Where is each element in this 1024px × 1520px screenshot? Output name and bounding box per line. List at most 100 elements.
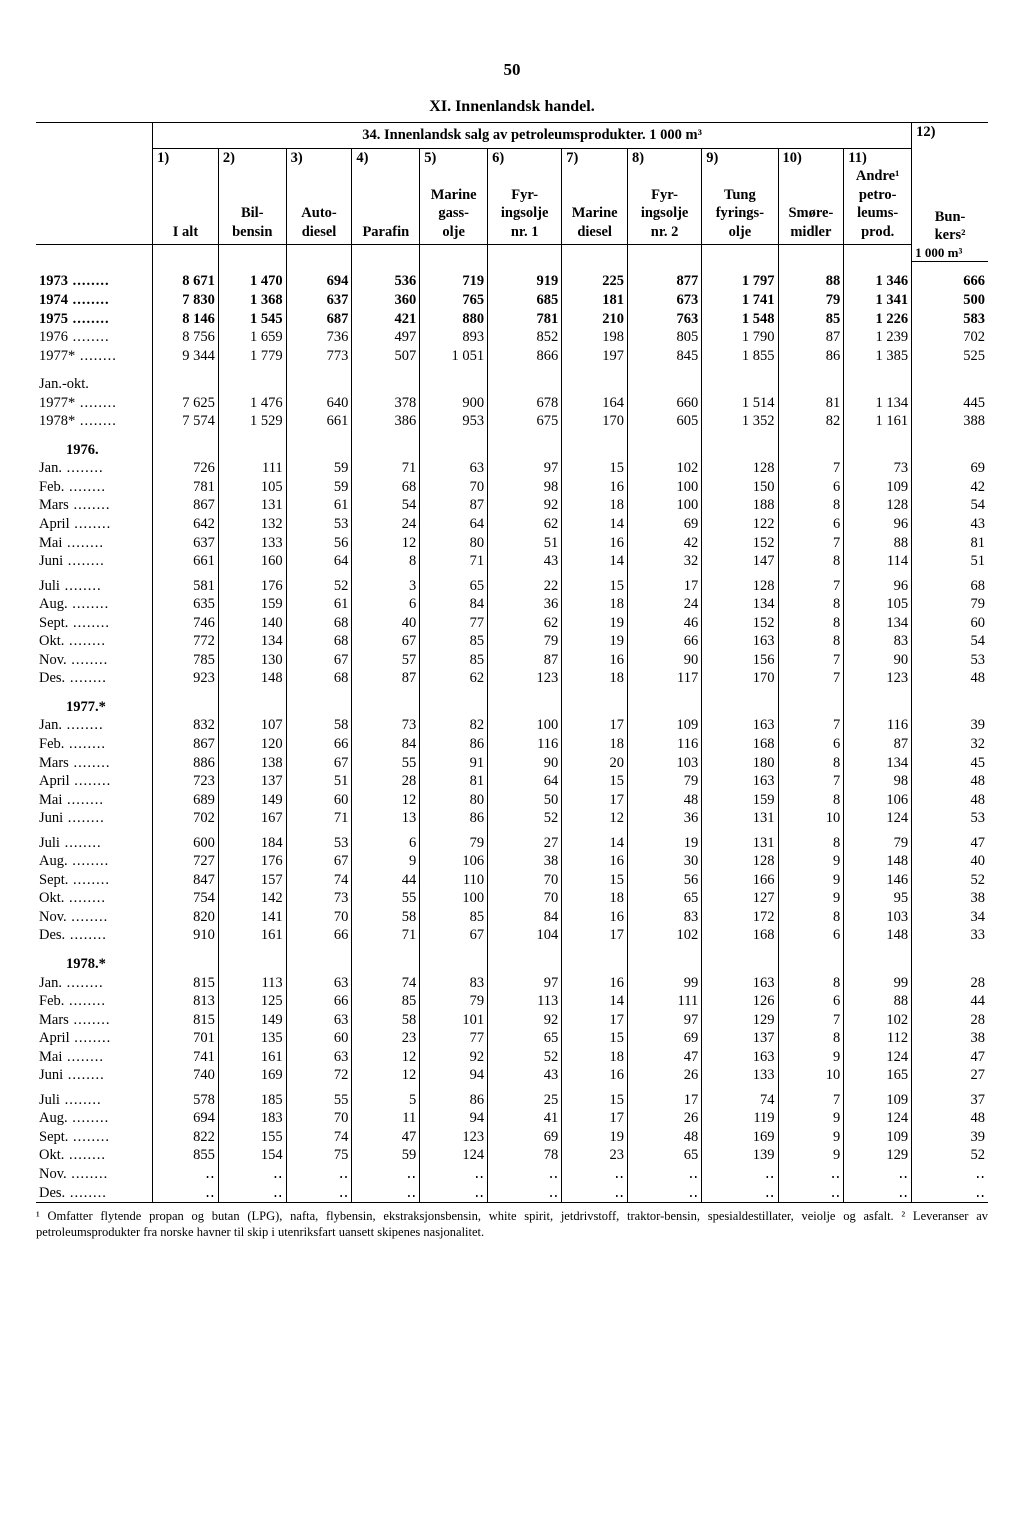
cell-2-1: 1 368: [218, 291, 286, 310]
cell-21-1: 140: [218, 614, 286, 633]
cell-12-6: 15: [562, 459, 628, 478]
row-label: 1978*: [36, 412, 153, 431]
cell-35-11: 40: [912, 852, 988, 871]
cell-2-8: 1 741: [702, 291, 778, 310]
cell-27-3: 73: [352, 716, 420, 735]
cell-27-8: 163: [702, 716, 778, 735]
cell-34-2: 53: [286, 834, 352, 853]
cell-32-10: 124: [844, 809, 912, 828]
cell-12-0: 726: [153, 459, 219, 478]
cell-13-10: 109: [844, 478, 912, 497]
cell-35-4: 106: [420, 852, 488, 871]
cell-49-6: 15: [562, 1091, 628, 1110]
cell-30-9: 7: [778, 772, 844, 791]
cell-43-4: 79: [420, 992, 488, 1011]
cell-22-8: 163: [702, 632, 778, 651]
cell-13-7: 100: [628, 478, 702, 497]
cell-31-1: 149: [218, 791, 286, 810]
cell-28-6: 18: [562, 735, 628, 754]
cell-23-5: 87: [488, 651, 562, 670]
cell-35-7: 30: [628, 852, 702, 871]
cell-39-11: 33: [912, 926, 988, 945]
cell-52-0: 855: [153, 1146, 219, 1165]
cell-43-10: 88: [844, 992, 912, 1011]
cell-49-7: 17: [628, 1091, 702, 1110]
cell-37-2: 73: [286, 889, 352, 908]
cell-30-7: 79: [628, 772, 702, 791]
cell-49-1: 185: [218, 1091, 286, 1110]
row-label: Des.: [36, 926, 153, 945]
cell-22-9: 8: [778, 632, 844, 651]
cell-35-5: 38: [488, 852, 562, 871]
cell-1-6: 225: [562, 272, 628, 291]
cell-19-6: 15: [562, 577, 628, 596]
cell-44-11: 28: [912, 1011, 988, 1030]
cell-45-7: 69: [628, 1029, 702, 1048]
cell-53-11: ‥: [912, 1165, 988, 1184]
cell-32-5: 52: [488, 809, 562, 828]
cell-28-10: 87: [844, 735, 912, 754]
section-year: 1977.*: [36, 698, 153, 717]
cell-22-7: 66: [628, 632, 702, 651]
row-label: Mai: [36, 1048, 153, 1067]
cell-28-9: 6: [778, 735, 844, 754]
row-label: Jan.: [36, 716, 153, 735]
cell-43-8: 126: [702, 992, 778, 1011]
cell-31-5: 50: [488, 791, 562, 810]
col-label-4: Parafin: [352, 167, 420, 245]
cell-28-1: 120: [218, 735, 286, 754]
cell-12-10: 73: [844, 459, 912, 478]
cell-37-5: 70: [488, 889, 562, 908]
cell-32-8: 131: [702, 809, 778, 828]
cell-45-8: 137: [702, 1029, 778, 1048]
cell-4-6: 198: [562, 328, 628, 347]
col-label-10: Smøre-midler: [778, 167, 844, 245]
cell-30-0: 723: [153, 772, 219, 791]
cell-45-10: 112: [844, 1029, 912, 1048]
cell-1-2: 694: [286, 272, 352, 291]
cell-22-0: 772: [153, 632, 219, 651]
row-label: April: [36, 772, 153, 791]
cell-28-7: 116: [628, 735, 702, 754]
cell-27-11: 39: [912, 716, 988, 735]
cell-50-8: 119: [702, 1109, 778, 1128]
cell-38-10: 103: [844, 908, 912, 927]
cell-9-6: 170: [562, 412, 628, 431]
cell-20-1: 159: [218, 595, 286, 614]
cell-29-7: 103: [628, 754, 702, 773]
cell-23-10: 90: [844, 651, 912, 670]
cell-5-1: 1 779: [218, 347, 286, 366]
cell-42-8: 163: [702, 974, 778, 993]
section-year: 1976.: [36, 441, 153, 460]
cell-50-10: 124: [844, 1109, 912, 1128]
cell-17-10: 114: [844, 552, 912, 571]
col-12-unit: 1 000 m³: [912, 245, 988, 262]
cell-16-3: 12: [352, 534, 420, 553]
cell-3-7: 763: [628, 310, 702, 329]
row-label: 1973: [36, 272, 153, 291]
cell-44-5: 92: [488, 1011, 562, 1030]
cell-31-8: 159: [702, 791, 778, 810]
cell-19-2: 52: [286, 577, 352, 596]
cell-52-11: 52: [912, 1146, 988, 1165]
cell-29-9: 8: [778, 754, 844, 773]
cell-43-1: 125: [218, 992, 286, 1011]
cell-23-8: 156: [702, 651, 778, 670]
cell-9-11: 388: [912, 412, 988, 431]
cell-4-2: 736: [286, 328, 352, 347]
cell-30-6: 15: [562, 772, 628, 791]
cell-5-5: 866: [488, 347, 562, 366]
cell-28-5: 116: [488, 735, 562, 754]
col-label-1: I alt: [153, 167, 219, 245]
cell-22-3: 67: [352, 632, 420, 651]
cell-45-2: 60: [286, 1029, 352, 1048]
row-label: April: [36, 515, 153, 534]
cell-45-4: 77: [420, 1029, 488, 1048]
cell-29-10: 134: [844, 754, 912, 773]
cell-24-8: 170: [702, 669, 778, 688]
cell-44-6: 17: [562, 1011, 628, 1030]
cell-21-9: 8: [778, 614, 844, 633]
cell-17-3: 8: [352, 552, 420, 571]
cell-8-4: 900: [420, 394, 488, 413]
row-label: Feb.: [36, 478, 153, 497]
